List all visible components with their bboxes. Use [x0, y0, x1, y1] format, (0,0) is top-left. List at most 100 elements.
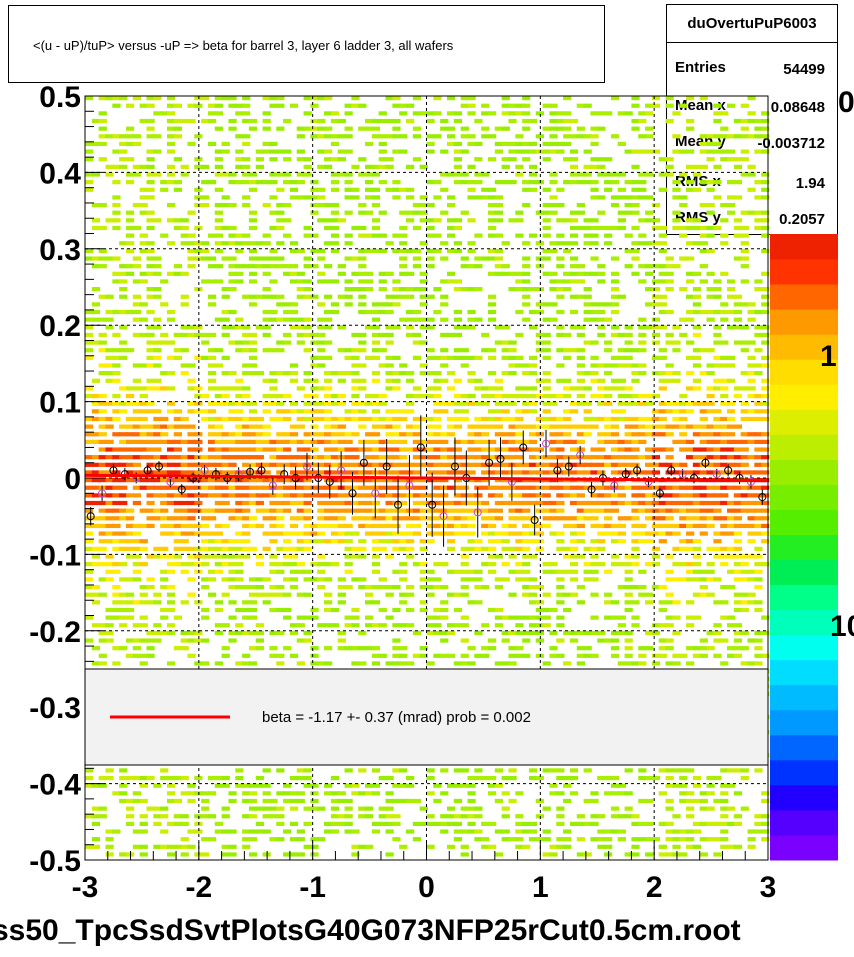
- heatmap-cell: [686, 768, 695, 773]
- heatmap-cell: [317, 96, 326, 101]
- heatmap-cell: [98, 447, 107, 452]
- stats-row-entries: Entries 54499: [667, 49, 837, 85]
- heatmap-cell: [624, 768, 633, 773]
- heatmap-cell: [419, 584, 428, 590]
- heatmap-cell: [706, 577, 715, 582]
- heatmap-cell: [283, 455, 292, 460]
- heatmap-cell: [214, 111, 223, 116]
- heatmap-cell: [665, 493, 674, 498]
- heatmap-cell: [112, 462, 121, 467]
- heatmap-cell: [146, 225, 155, 231]
- heatmap-cell: [139, 661, 148, 666]
- heatmap-cell: [310, 96, 319, 101]
- heatmap-cell: [344, 180, 353, 185]
- heatmap-cell: [160, 416, 169, 422]
- heatmap-cell: [658, 386, 667, 391]
- heatmap-cell: [207, 814, 217, 819]
- heatmap-cell: [692, 470, 702, 475]
- heatmap-cell: [269, 584, 278, 590]
- heatmap-cell: [453, 332, 463, 338]
- heatmap-cell: [433, 623, 442, 628]
- heatmap-cell: [112, 646, 121, 651]
- heatmap-cell: [535, 615, 544, 620]
- heatmap-cell: [542, 141, 551, 147]
- heatmap-cell: [583, 134, 592, 139]
- heatmap-cell: [201, 523, 210, 529]
- heatmap-cell: [658, 485, 667, 490]
- heatmap-cell: [665, 798, 674, 804]
- heatmap-cell: [501, 393, 510, 399]
- chart-svg: -3 -2 -1 0 1 2 3 -0.5-0.4-0.3-0.2-0.100.10.20.…: [29, 81, 854, 904]
- heatmap-cell: [358, 768, 367, 773]
- heatmap-cell: [487, 508, 497, 513]
- heatmap-cell: [631, 500, 640, 506]
- heatmap-cell: [535, 493, 544, 498]
- heatmap-cell: [371, 783, 381, 788]
- heatmap-cell: [262, 317, 271, 322]
- heatmap-cell: [631, 523, 640, 529]
- heatmap-cell: [487, 554, 497, 559]
- heatmap-cell: [262, 806, 271, 811]
- heatmap-cell: [692, 508, 702, 513]
- heatmap-cell: [303, 577, 312, 582]
- heatmap-cell: [542, 332, 551, 338]
- heatmap-cell: [276, 294, 285, 299]
- heatmap-cell: [139, 332, 148, 338]
- heatmap-cell: [119, 485, 128, 490]
- heatmap-cell: [371, 470, 381, 475]
- heatmap-cell: [296, 126, 305, 131]
- heatmap-cell: [549, 271, 558, 276]
- heatmap-cell: [91, 500, 101, 506]
- heatmap-cell: [173, 478, 182, 483]
- heatmap-cell: [474, 485, 483, 490]
- heatmap-cell: [617, 783, 626, 788]
- heatmap-cell: [296, 439, 305, 444]
- heatmap-cell: [549, 844, 558, 849]
- heatmap-cell: [269, 630, 278, 635]
- heatmap-cell: [166, 340, 176, 345]
- heatmap-cell: [276, 302, 285, 307]
- heatmap-cell: [160, 508, 169, 513]
- heatmap-cell: [330, 309, 340, 315]
- heatmap-cell: [692, 554, 702, 559]
- heatmap-cell: [446, 814, 456, 819]
- heatmap-cell: [105, 439, 114, 444]
- heatmap-cell: [324, 791, 333, 796]
- heatmap-cell: [139, 363, 148, 368]
- heatmap-cell: [330, 302, 340, 307]
- heatmap-cell: [173, 485, 182, 490]
- heatmap-cell: [276, 416, 285, 422]
- heatmap-cell: [371, 584, 381, 590]
- heatmap-cell: [617, 401, 626, 406]
- heatmap-cell: [262, 783, 271, 788]
- heatmap-cell: [385, 791, 394, 796]
- heatmap-cell: [119, 348, 128, 353]
- heatmap-cell: [528, 164, 538, 169]
- heatmap-cell: [392, 233, 401, 238]
- heatmap-cell: [153, 96, 162, 101]
- heatmap-cell: [125, 462, 135, 467]
- heatmap-cell: [419, 340, 428, 345]
- heatmap-cell: [604, 317, 613, 322]
- heatmap-cell: [385, 432, 394, 437]
- heatmap-cell: [283, 432, 292, 437]
- heatmap-cell: [631, 348, 640, 353]
- heatmap-cell: [692, 424, 702, 429]
- heatmap-cell: [590, 653, 599, 658]
- heatmap-cell: [515, 141, 524, 147]
- heatmap-cell: [385, 478, 394, 483]
- heatmap-cell: [610, 172, 620, 177]
- heatmap-cell: [105, 844, 114, 849]
- heatmap-cell: [419, 210, 428, 215]
- heatmap-cell: [556, 309, 565, 315]
- heatmap-cell: [289, 279, 299, 284]
- heatmap-cell: [180, 600, 189, 605]
- heatmap-cell: [440, 317, 449, 322]
- heatmap-cell: [692, 516, 702, 521]
- heatmap-cell: [344, 806, 353, 811]
- heatmap-cell: [98, 623, 107, 628]
- heatmap-cell: [672, 149, 681, 154]
- heatmap-cell: [283, 218, 292, 223]
- heatmap-cell: [303, 775, 312, 781]
- heatmap-cell: [248, 348, 258, 353]
